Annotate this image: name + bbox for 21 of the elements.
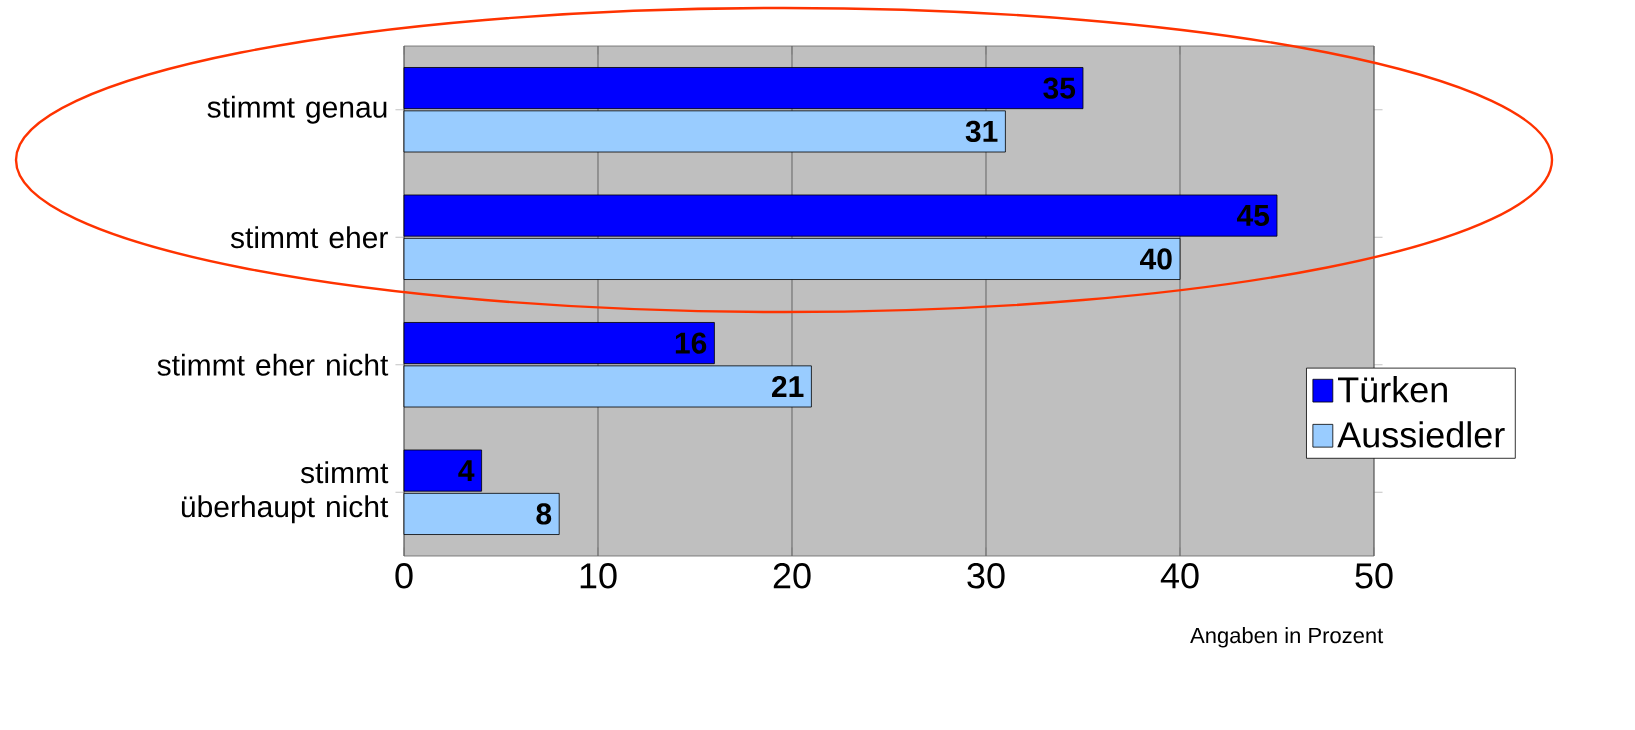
x-tick-label: 40 [1160,563,1199,589]
data-label: 21 [772,375,804,397]
y-tick-label: stimmt überhaupt nicht [181,461,389,524]
y-tick-label: stimmt eher [230,226,388,249]
x-tick-label: 20 [773,563,811,589]
data-label: 8 [536,503,552,525]
x-tick-label: 30 [967,563,1005,589]
x-axis-title: Angaben in Prozent [1190,627,1384,648]
x-tick-label: 50 [1355,563,1393,589]
legend-label: Aussiedler [1337,421,1505,448]
legend-label: Türken [1338,376,1447,403]
data-label: 16 [675,332,707,354]
data-label: 40 [1140,248,1172,270]
y-tick-label: stimmt eher nicht [157,353,389,376]
y-tick-label: stimmt genau [207,95,387,124]
x-tick-label: 10 [580,563,617,589]
x-tick-label: 0 [395,563,413,589]
data-label: 31 [965,120,998,143]
data-label: 4 [458,460,475,481]
data-label: 45 [1236,205,1270,227]
data-label: 35 [1043,77,1076,99]
